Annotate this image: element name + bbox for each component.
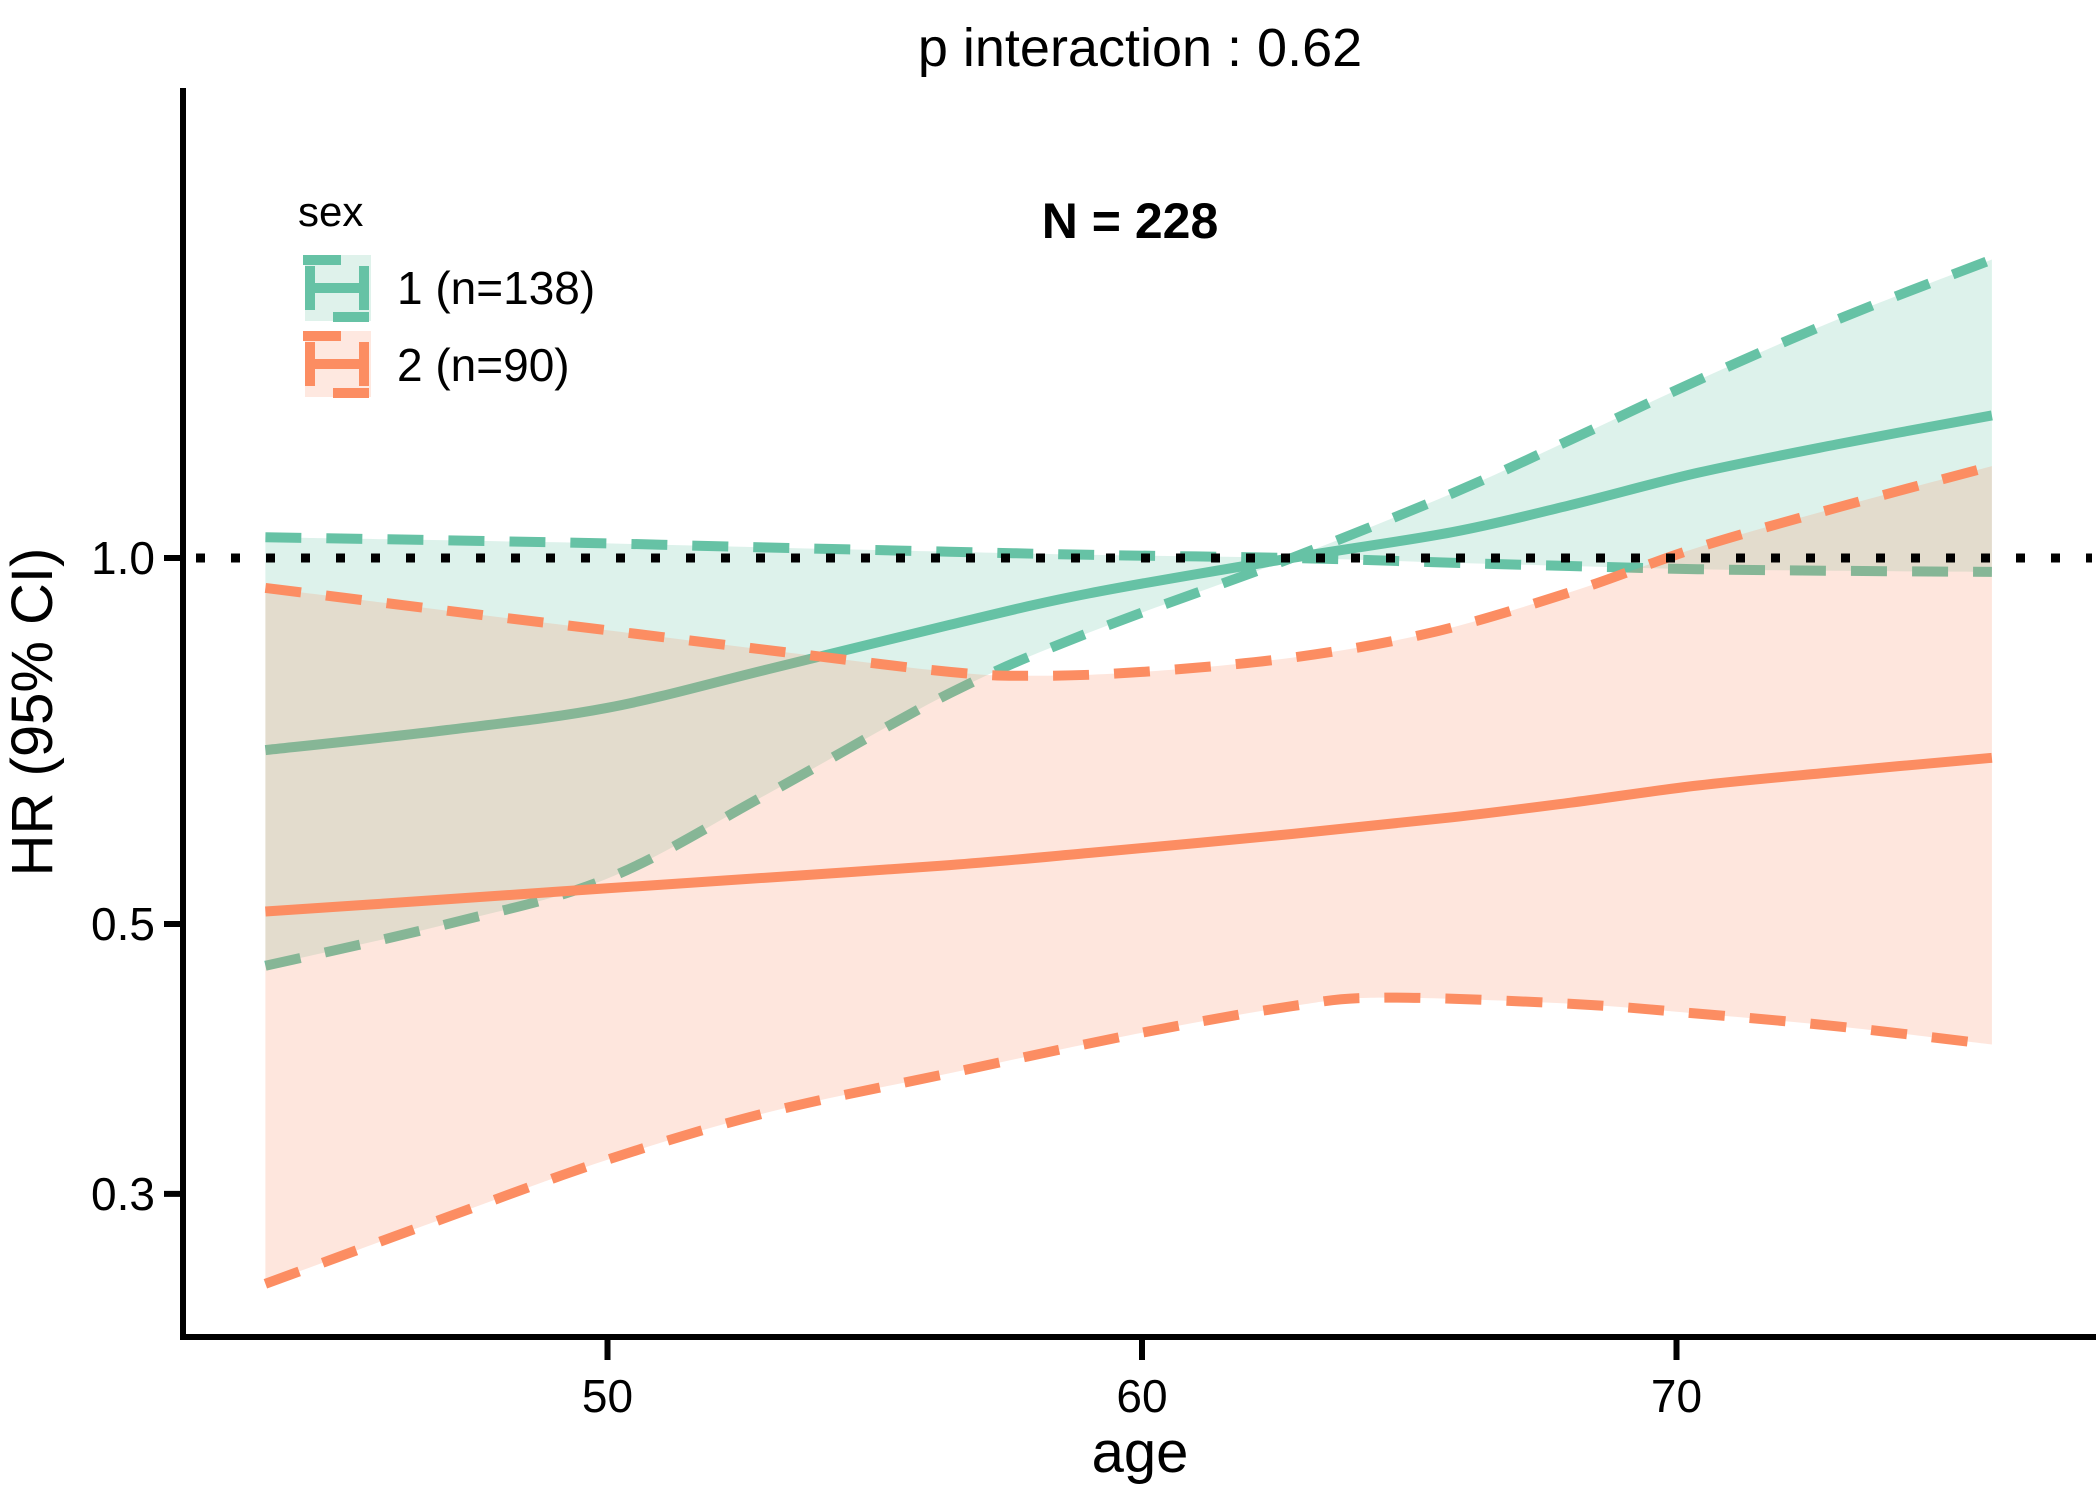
legend-title: sex	[298, 188, 363, 235]
legend: sex 1 (n=138) 2 (n=90)	[298, 188, 595, 398]
x-tick-label-70: 70	[1651, 1370, 1702, 1422]
hr-curve-sex1	[264, 410, 1993, 756]
ci-bound-upper-dashed-sex2	[264, 461, 1994, 681]
ci-ribbon-sex2	[265, 466, 1992, 1284]
ci-bound-upper-dashed-sex1	[265, 532, 1992, 577]
plot-title: p interaction : 0.62	[918, 18, 1362, 78]
y-tick-label-0.5: 0.5	[91, 898, 155, 950]
y-axis-title: HR (95% CI)	[0, 548, 65, 877]
legend-label-sex1: 1 (n=138)	[397, 262, 595, 314]
y-tick-label-0.3: 0.3	[91, 1168, 155, 1220]
hr-curve-sex2	[265, 752, 1993, 917]
legend-key-sex2-icon	[303, 331, 371, 398]
legend-label-sex2: 2 (n=90)	[397, 339, 570, 391]
axis-ticks: 1.0 0.5 0.3 50 60 70	[91, 532, 1702, 1422]
legend-key-sex1-icon	[303, 255, 371, 322]
x-tick-label-50: 50	[582, 1370, 633, 1422]
y-tick-label-1.0: 1.0	[91, 532, 155, 584]
x-tick-label-60: 60	[1116, 1370, 1167, 1422]
ci-bands-and-curves	[263, 254, 1994, 1289]
ci-bound-lower-dashed-sex2	[263, 992, 1993, 1289]
sample-size-annotation: N = 228	[1042, 193, 1219, 249]
x-axis-title: age	[1092, 1420, 1189, 1485]
